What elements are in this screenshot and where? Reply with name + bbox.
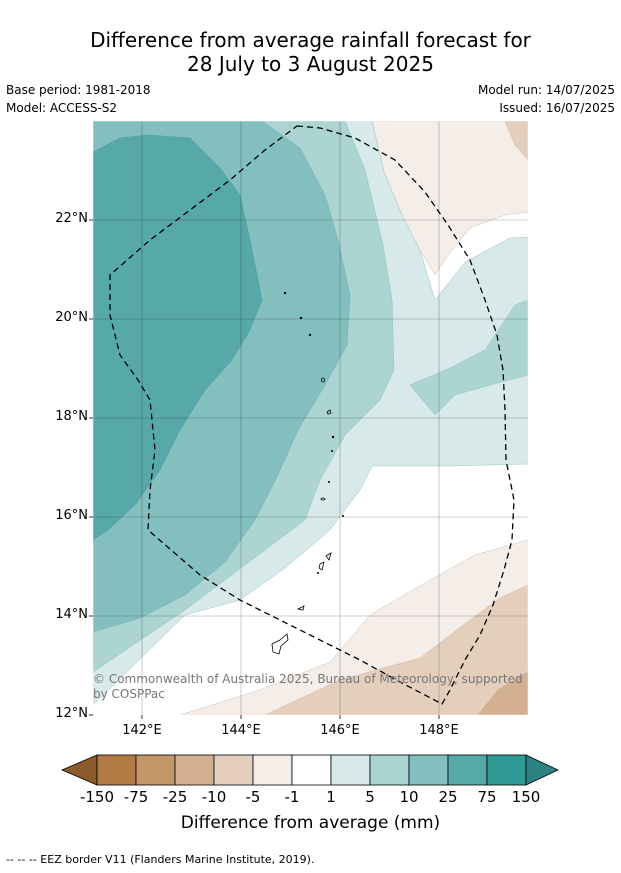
island [341,515,344,518]
lat-label-20n: 20°N [55,310,88,325]
island [327,480,330,483]
lat-label-18n: 18°N [55,409,88,424]
islands [271,291,344,655]
island [283,291,287,295]
island-tinian [325,552,332,561]
lon-label-142e: 142°E [122,723,162,738]
colorbar-label: -1 [284,788,300,806]
base-period: Base period: 1981-2018 [6,83,151,97]
colorbar-label: -10 [201,788,227,806]
model-name: Model: ACCESS-S2 [6,101,118,115]
island [321,377,325,383]
lat-label-14n: 14°N [55,607,88,622]
meta-right: Model run: 14/07/2025 Issued: 16/07/2025 [478,81,615,117]
contour-fills [93,121,528,715]
lat-label-12n: 12°N [55,706,88,721]
colorbar-cell [135,754,176,786]
colorbar-cell [408,754,449,786]
credit-line-2: by COSPPac [93,687,165,701]
wet-band-25-75 [93,134,263,541]
lon-label-148e: 148°E [419,723,459,738]
dry-band-northeast-mid [504,121,528,161]
axis-ticks [89,219,440,719]
island [299,316,303,320]
meta-left: Base period: 1981-2018 Model: ACCESS-S2 [6,81,151,117]
dry-band-mid [264,584,528,715]
colorbar-label: 150 [511,788,541,806]
lon-label-144e: 144°E [221,723,261,738]
issue-date: Issued: 16/07/2025 [499,101,615,115]
island [326,409,332,415]
lat-label-22n: 22°N [55,211,88,226]
colorbar-label: 5 [365,788,375,806]
colorbar-title: Difference from average (mm) [180,813,441,833]
colorbar-extend-high [525,754,559,786]
colorbar-cell [96,754,137,786]
colorbar-cells [60,754,559,786]
island [308,333,312,337]
colorbar-extend-low [60,754,98,786]
colorbar-label: 1 [326,788,336,806]
colorbar-cell [252,754,293,786]
colorbar-cell [369,754,410,786]
copyright-credit: © Commonwealth of Australia 2025, Bureau… [93,672,523,702]
lat-label-16n: 16°N [55,508,88,523]
colorbar-label: 25 [438,788,458,806]
colorbar-cell [291,754,332,786]
title-line-2: 28 July to 3 August 2025 [187,52,434,76]
colorbar-label: -5 [245,788,261,806]
island [331,435,335,439]
colorbar-label: 75 [477,788,497,806]
eez-footnote: -- -- -- EEZ border V11 (Flanders Marine… [6,853,315,866]
title-line-1: Difference from average rainfall forecas… [90,28,531,52]
island-guam [271,633,289,655]
colorbar-cell [213,754,254,786]
colorbar-cell [486,754,527,786]
island-rota [296,605,305,611]
colorbar-label: -150 [79,788,115,806]
colorbar-label: -25 [162,788,188,806]
dry-band-dark [477,671,528,715]
credit-line-1: © Commonwealth of Australia 2025, Bureau… [93,672,523,686]
island-saipan [318,561,325,571]
island [330,449,333,452]
graticule [93,121,528,715]
wet-band-east [409,299,528,416]
colorbar-cell [447,754,488,786]
model-run: Model run: 14/07/2025 [477,83,615,97]
island [316,572,319,575]
eez-border [109,125,515,705]
lon-label-146e: 146°E [320,723,360,738]
island [320,497,326,501]
colorbar-cell [174,754,215,786]
colorbar-cell [330,754,371,786]
colorbar-label: -75 [123,788,149,806]
colorbar-label: 10 [399,788,419,806]
